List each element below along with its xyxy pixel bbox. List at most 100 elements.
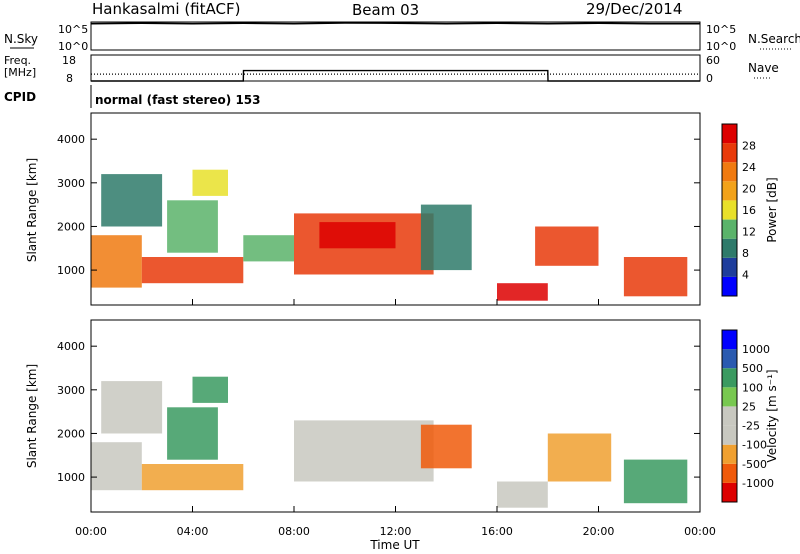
power-colorbar: 4 8 12 16 20 24 28 Power [dB] xyxy=(721,123,779,297)
power-region-5 xyxy=(243,235,295,262)
power-ytick-label: 1000 xyxy=(57,264,85,277)
nsky-series-line xyxy=(90,22,700,25)
power-colorbar-bins xyxy=(722,124,737,296)
power-panel: 1000 2000 3000 4000 Slant Range [km] xyxy=(25,112,701,306)
velocity-region-4 xyxy=(192,376,228,403)
velocity-colorbar-tick: -25 xyxy=(742,420,760,433)
velocity-colorbar-bin xyxy=(722,482,737,502)
velocity-colorbar-bin xyxy=(722,368,737,388)
freq-tick-18: 18 xyxy=(62,54,76,67)
velocity-ylabel: Slant Range [km] xyxy=(25,364,39,468)
velocity-colorbar-bin xyxy=(722,387,737,407)
power-colorbar-bin xyxy=(722,200,737,220)
x-axis-label: Time UT xyxy=(369,538,420,552)
power-colorbar-bin xyxy=(722,143,737,163)
power-region-2 xyxy=(141,257,244,284)
velocity-colorbar-bin xyxy=(722,406,737,426)
nsearch-tick-low: 10^0 xyxy=(706,40,736,53)
velocity-colorbar-bin xyxy=(722,425,737,445)
nave-label: Nave xyxy=(748,61,779,75)
date-title: 29/Dec/2014 xyxy=(586,0,682,18)
power-colorbar-tick: 20 xyxy=(742,183,756,196)
power-region-7 xyxy=(319,222,396,249)
velocity-colorbar-tick: -1000 xyxy=(742,477,774,490)
cpid-label: CPID xyxy=(4,90,36,104)
velocity-colorbar-tick: 100 xyxy=(742,381,763,394)
velocity-colorbar-ticks: -1000 -500 -100 -25 25 100 500 1000 xyxy=(742,343,774,490)
power-region-1 xyxy=(101,174,163,227)
power-ytick-label: 3000 xyxy=(57,177,85,190)
power-colorbar-tick: 4 xyxy=(742,269,749,282)
velocity-region-0 xyxy=(91,442,142,491)
velocity-colorbar-frame xyxy=(721,329,738,503)
power-colorbar-bin xyxy=(722,276,737,296)
nsky-tick-high: 10^5 xyxy=(58,23,88,36)
x-tick-label: 04:00 xyxy=(177,525,209,538)
power-colorbar-ticks: 4 8 12 16 20 24 28 xyxy=(742,140,756,282)
power-region-8 xyxy=(420,204,472,271)
cpid-value: normal (fast stereo) 153 xyxy=(95,93,261,107)
velocity-colorbar-tick: 25 xyxy=(742,400,756,413)
nave-tick-60: 60 xyxy=(706,54,720,67)
velocity-region-1 xyxy=(101,381,163,434)
nsearch-tick-high: 10^5 xyxy=(706,23,736,36)
power-colorbar-tick: 28 xyxy=(742,140,756,153)
x-axis-ticks: 00:00 04:00 08:00 12:00 16:00 20:00 00:00 xyxy=(75,299,716,538)
power-colorbar-bin xyxy=(722,257,737,277)
velocity-colorbar-bin xyxy=(722,463,737,483)
freq-panel: Freq. [MHz] 18 8 60 0 Nave xyxy=(4,54,779,85)
x-tick-label: 16:00 xyxy=(481,525,513,538)
velocity-colorbar-bins xyxy=(722,330,737,502)
x-tick-label: 00:00 xyxy=(684,525,716,538)
freq-series-line xyxy=(91,69,700,82)
velocity-yticks: 1000 2000 3000 4000 xyxy=(57,340,700,484)
power-colorbar-bin xyxy=(722,162,737,182)
velocity-colorbar-tick: 1000 xyxy=(742,343,770,356)
nave-tick-0: 0 xyxy=(706,72,713,85)
nsearch-label: N.Search xyxy=(748,32,800,46)
velocity-colorbar-tick: -500 xyxy=(742,458,767,471)
freq-label: Freq. xyxy=(4,54,31,67)
velocity-ytick-label: 1000 xyxy=(57,471,85,484)
velocity-region-7 xyxy=(497,481,548,508)
power-colorbar-bin xyxy=(722,181,737,201)
mhz-label: [MHz] xyxy=(4,66,36,79)
station-title: Hankasalmi (fitACF) xyxy=(92,0,240,18)
power-colorbar-tick: 16 xyxy=(742,204,756,217)
nsky-label: N.Sky xyxy=(4,32,38,46)
velocity-ytick-label: 4000 xyxy=(57,340,85,353)
power-colorbar-tick: 8 xyxy=(742,247,749,260)
x-tick-label: 00:00 xyxy=(75,525,107,538)
power-colorbar-frame xyxy=(721,123,738,297)
power-ytick-label: 4000 xyxy=(57,133,85,146)
velocity-ytick-label: 2000 xyxy=(57,427,85,440)
freq-panel-frame xyxy=(90,54,701,82)
power-ytick-label: 2000 xyxy=(57,220,85,233)
beam-title: Beam 03 xyxy=(352,1,419,19)
velocity-region-2 xyxy=(141,464,244,491)
power-colorbar-bin xyxy=(722,238,737,258)
power-region-3 xyxy=(167,200,218,253)
power-regions xyxy=(91,169,688,301)
velocity-region-9 xyxy=(623,459,688,504)
power-region-4 xyxy=(192,169,228,196)
power-colorbar-tick: 24 xyxy=(742,161,756,174)
velocity-region-3 xyxy=(167,407,218,460)
power-region-0 xyxy=(91,235,142,288)
x-tick-label: 12:00 xyxy=(380,525,412,538)
velocity-panel: 1000 2000 3000 4000 Slant Range [km] xyxy=(25,319,701,513)
velocity-region-8 xyxy=(547,433,612,482)
power-colorbar-bin xyxy=(722,124,737,144)
x-tick-label: 08:00 xyxy=(278,525,310,538)
power-ylabel: Slant Range [km] xyxy=(25,158,39,262)
velocity-colorbar-tick: -100 xyxy=(742,439,767,452)
velocity-colorbar-label: Velocity [m s⁻¹] xyxy=(765,369,779,462)
velocity-colorbar-tick: 500 xyxy=(742,362,763,375)
noise-panel-frame xyxy=(90,21,701,51)
velocity-colorbar-bin xyxy=(722,444,737,464)
velocity-ytick-label: 3000 xyxy=(57,384,85,397)
nsky-tick-low: 10^0 xyxy=(58,40,88,53)
power-colorbar-tick: 12 xyxy=(742,226,756,239)
power-yticks: 1000 2000 3000 4000 xyxy=(57,133,700,277)
noise-panel: N.Sky 10^5 10^0 10^5 10^0 N.Search xyxy=(4,21,800,53)
